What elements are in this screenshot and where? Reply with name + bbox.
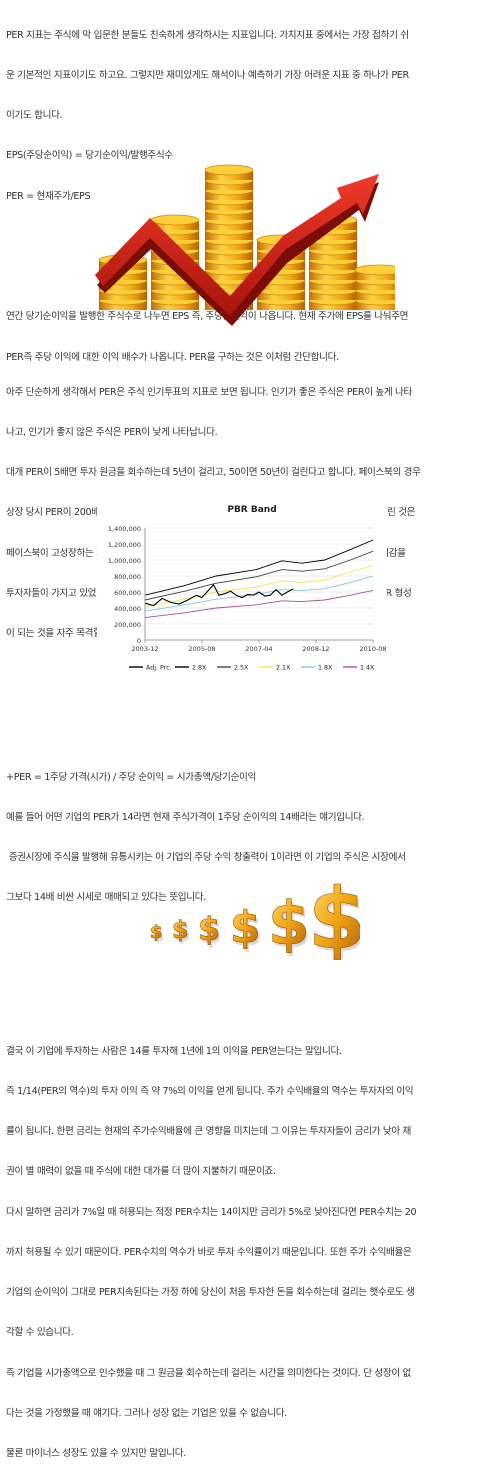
conclusion-paragraph: 결국 이 기업에 투자하는 사람은 14를 투자해 1년에 1의 이익을 PER… — [6, 1018, 484, 1474]
text-line: 률이 됩니다. 한편 금리는 현재의 주가수익배율에 큰 영향을 미치는데 그 … — [6, 1126, 411, 1138]
text-line: PER 지표는 주식에 막 입문한 분들도 친숙하게 생각하시는 지표입니다. … — [6, 29, 409, 41]
dollar-sign-shadow: $ — [174, 919, 191, 947]
text-line: 각할 수 있습니다. — [6, 1327, 74, 1339]
eps-formula: EPS(주당순이익) = 당기순이익/발행주식수 — [6, 150, 173, 162]
text-line: 기업의 순이익이 그대로 PER지속된다는 가정 하에 당신이 처음 투자한 돈… — [6, 1287, 415, 1299]
dollar-sign-shadow: $ — [200, 913, 222, 951]
coin-top — [354, 264, 404, 276]
legend-label: 2.5X — [234, 665, 249, 672]
x-tick-label: 2005-08 — [188, 645, 215, 653]
pbr-band-chart: PBR Band 0 200,000 400,000 600,000 800,000 1,… — [97, 500, 387, 680]
intro-paragraph: PER 지표는 주식에 막 입문한 분들도 친숙하게 생각하시는 지표입니다. … — [6, 2, 484, 377]
x-tick-label: 2003-12 — [131, 645, 158, 653]
text-line: 물론 마이너스 성장도 있을 수 있지만 말입니다. — [6, 1448, 186, 1459]
per-definition-paragraph: +PER = 1주당 가격(시가) / 주당 순이익 = 시가총액/당기순이익 … — [6, 744, 484, 918]
text-line: 권이 별 매력이 없을 때 주식에 대한 대가를 더 많이 지불하기 때문이죠. — [6, 1166, 276, 1178]
legend-label: 1.8X — [318, 665, 333, 672]
legend-label: 2.8X — [192, 665, 207, 672]
dollar-signs-graphic: $$ $$ $$ $$ $$ $$ — [150, 870, 369, 971]
x-tick-label: 2008-12 — [302, 645, 329, 653]
dollar-sign-shadow: $ — [270, 892, 312, 960]
dollar-signs-illustration: $ $ $ $ $ $ $ $ $ $ $ $ — [140, 840, 369, 971]
text-line: 아주 단순하게 생각해서 PER은 주식 인기투표의 지표로 보면 됩니다. 인… — [6, 386, 412, 398]
text-line: 까지 허용될 수 있기 때문이다. PER수치의 역수가 바로 투자 수익률이기… — [6, 1246, 412, 1258]
y-tick-label: 800,000 — [114, 573, 141, 581]
coin-stack — [354, 264, 404, 310]
dollar-sign-shadow: $ — [152, 925, 165, 946]
coin-top — [204, 164, 254, 176]
y-tick-label: 600,000 — [114, 589, 141, 597]
text-line: 즉 기업을 시가총액으로 인수했을 때 그 원금을 회수하는데 걸리는 시간을 … — [6, 1367, 411, 1379]
dollar-sign-shadow: $ — [310, 873, 360, 960]
y-tick-label: 1,200,000 — [108, 541, 141, 549]
dollar-sign: $ — [230, 902, 261, 953]
dollar-sign: $ — [150, 922, 163, 943]
text-line: 그보다 14배 비싼 시세로 매매되고 있다는 뜻입니다. — [6, 892, 206, 904]
legend-label: 2.1X — [276, 665, 291, 672]
dollar-sign: $ — [268, 889, 310, 959]
dollar-sign: $ — [172, 916, 189, 944]
text-line: 즉 1/14(PER의 역수)의 투자 이익 즉 약 7%의 이익을 얻게 됩니… — [6, 1086, 414, 1098]
text-line: 나고, 인기가 좋지 않은 주식은 PER이 낮게 나타납니다. — [6, 427, 218, 439]
series-line-1-4x — [144, 589, 374, 619]
y-tick-label: 200,000 — [114, 621, 141, 629]
dollar-sign: $ — [198, 910, 220, 948]
dollar-sign-shadow: $ — [232, 905, 263, 956]
coin-top — [150, 214, 200, 226]
text-line: 운 기본적인 지표이기도 하고요. 그렇지만 재미있게도 해석이나 예측하기 가… — [6, 70, 409, 82]
text-line: 결국 이 기업에 투자하는 사람은 14를 투자해 1년에 1의 이익을 PER… — [6, 1045, 342, 1057]
text-line: 다는 것을 가정했을 때 얘기다. 그러나 성장 없는 기업은 있을 수 없습니… — [6, 1407, 287, 1419]
series-line-1-8x — [144, 575, 374, 612]
chart-canvas: PBR Band 0 200,000 400,000 600,000 800,000 1,… — [97, 500, 387, 680]
chart-title: PBR Band — [227, 505, 276, 515]
legend-label: Adj. Prc. — [146, 665, 172, 672]
series-line-2-1x — [144, 565, 374, 607]
y-tick-label: 1,400,000 — [108, 525, 141, 533]
per-definition-formula: +PER = 1주당 가격(시가) / 주당 순이익 = 시가총액/당기순이익 — [6, 771, 256, 783]
text-line: 증권시장에 주식을 발행해 유통시키는 이 기업의 주당 수익 창출력이 1이라… — [6, 852, 406, 864]
coins-arrow-graphic — [95, 164, 404, 326]
coin-stack — [308, 214, 358, 310]
coins-arrow-illustration — [95, 130, 404, 348]
series-line-2-5x — [144, 550, 374, 601]
x-tick-label: 2010-08 — [359, 645, 386, 653]
per-formula: PER = 현재주가/EPS — [6, 190, 91, 202]
x-tick-label: 2007-04 — [245, 645, 272, 653]
text-line: 이기도 합니다. — [6, 110, 63, 122]
text-line: 다시 말하면 금리가 7%일 때 허용되는 적정 PER수치는 14이지만 금리… — [6, 1206, 417, 1218]
series-line-2-8x — [144, 539, 374, 596]
y-tick-label: 1,000,000 — [108, 557, 141, 565]
dollar-sign: $ — [308, 870, 360, 960]
text-line: PER즉 주당 이익에 대한 이익 배수가 나옵니다. PER을 구하는 것은 … — [6, 351, 339, 363]
y-tick-label: 0 — [137, 637, 141, 645]
y-tick-label: 400,000 — [114, 605, 141, 613]
series-line-adj-prc — [144, 583, 294, 607]
red-arrow — [95, 174, 379, 316]
text-line: 예를 들어 어떤 기업의 PER가 14라면 현재 주식가격이 1주당 순이익의… — [6, 812, 365, 824]
text-line: 대개 PER이 5배면 투자 원금을 회수하는데 5년이 걸리고, 50이면 5… — [6, 467, 421, 479]
legend-label: 1.4X — [360, 665, 375, 672]
